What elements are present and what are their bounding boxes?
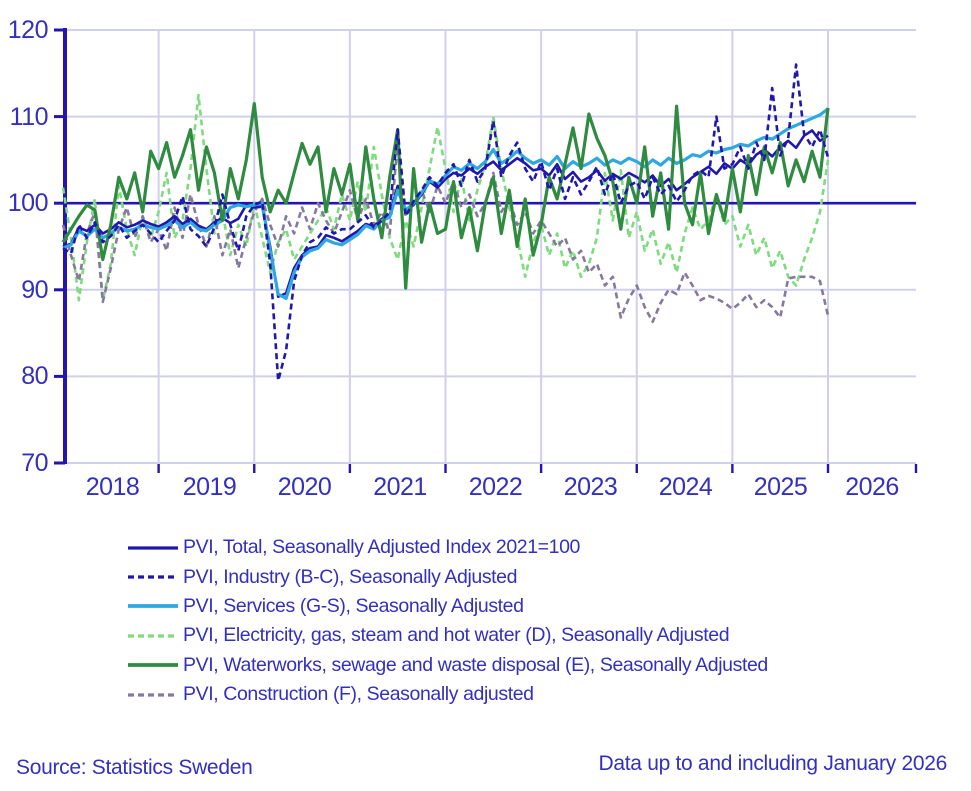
legend-swatch-electricity-line bbox=[128, 634, 178, 638]
legend-label: PVI, Total, Seasonally Adjusted Index 20… bbox=[183, 536, 581, 559]
legend-label: PVI, Industry (B-C), Seasonally Adjusted bbox=[183, 565, 518, 588]
y-axis-label-120: 120 bbox=[7, 16, 49, 44]
legend-item-industry: PVI, Industry (B-C), Seasonally Adjusted bbox=[128, 562, 768, 591]
legend-swatch-services-line bbox=[128, 604, 178, 609]
legend-swatch-total-line bbox=[128, 546, 178, 550]
x-axis-label-2019: 2019 bbox=[182, 473, 237, 501]
y-axis-label-70: 70 bbox=[21, 449, 48, 477]
x-axis-label-2024: 2024 bbox=[658, 473, 713, 501]
x-axis-label-2020: 2020 bbox=[277, 473, 332, 501]
legend-swatch-industry-line bbox=[128, 575, 178, 579]
y-axis-label-100: 100 bbox=[7, 189, 49, 218]
legend-item-services: PVI, Services (G-S), Seasonally Adjusted bbox=[128, 592, 768, 621]
legend-label: PVI, Construction (F), Seasonally adjust… bbox=[183, 683, 534, 706]
legend-item-construction: PVI, Construction (F), Seasonally adjust… bbox=[128, 680, 768, 709]
data-coverage-note: Data up to and including January 2026 bbox=[598, 752, 948, 775]
x-axis-label-2022: 2022 bbox=[468, 473, 523, 501]
legend-label: PVI, Services (G-S), Seasonally Adjusted bbox=[183, 594, 524, 617]
line-chart-plot-area bbox=[54, 28, 918, 473]
legend-label: PVI, Waterworks, sewage and waste dispos… bbox=[183, 653, 768, 676]
legend-swatch-construction-line bbox=[128, 693, 178, 697]
legend-item-waterworks: PVI, Waterworks, sewage and waste dispos… bbox=[128, 651, 768, 680]
x-axis-label-2023: 2023 bbox=[563, 473, 618, 501]
legend-item-total: PVI, Total, Seasonally Adjusted Index 20… bbox=[128, 533, 768, 562]
legend-swatch-waterworks-line bbox=[128, 663, 178, 668]
legend-label: PVI, Electricity, gas, steam and hot wat… bbox=[183, 624, 730, 647]
x-axis-label-2026: 2026 bbox=[845, 473, 899, 501]
y-axis-label-110: 110 bbox=[9, 102, 49, 131]
x-axis-label-2018: 2018 bbox=[85, 473, 140, 501]
x-axis-label-2025: 2025 bbox=[753, 473, 808, 501]
y-axis-label-90: 90 bbox=[21, 275, 48, 304]
legend-item-electricity: PVI, Electricity, gas, steam and hot wat… bbox=[128, 621, 768, 650]
y-axis-label-80: 80 bbox=[21, 362, 48, 391]
legend: PVI, Total, Seasonally Adjusted Index 20… bbox=[128, 533, 768, 709]
x-axis-label-2021: 2021 bbox=[373, 473, 427, 501]
source-text: Source: Statistics Sweden bbox=[16, 756, 253, 779]
